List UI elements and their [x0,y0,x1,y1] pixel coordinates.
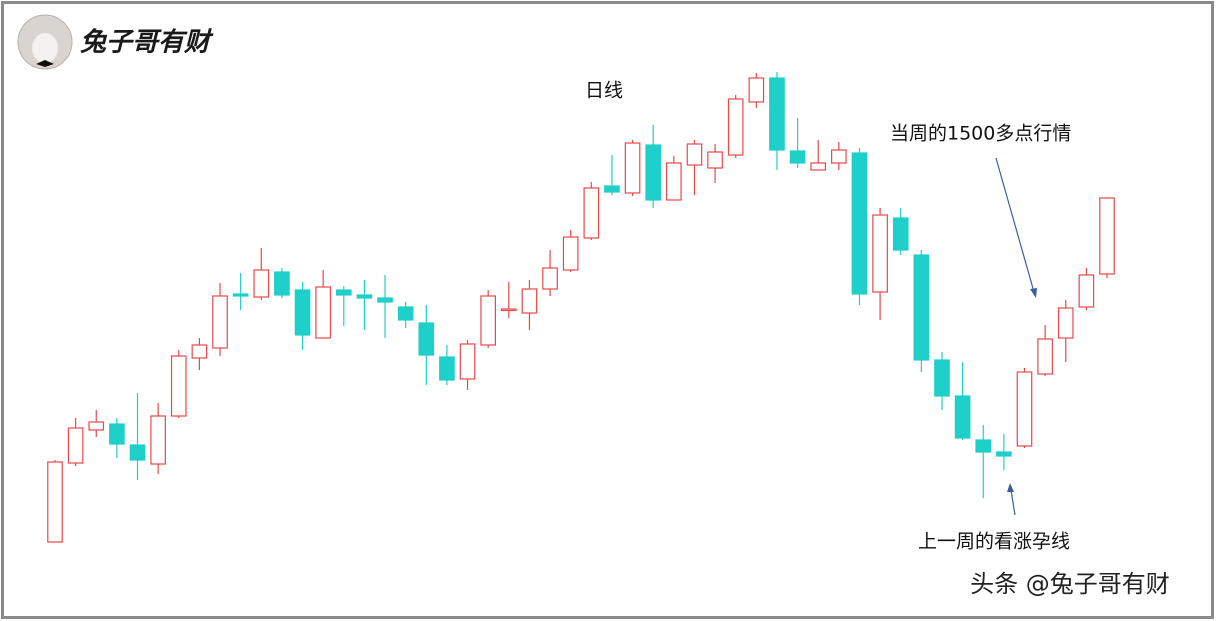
candle-up [1099,197,1115,275]
candle-up [521,288,538,314]
candle-down [604,185,620,193]
candle-up [1078,274,1095,308]
arrowhead [1007,483,1014,492]
candle-down [335,289,352,296]
candle-down [397,306,414,321]
candle-up [67,427,84,464]
candle-up [583,187,600,239]
candle-up [500,308,517,312]
candle-up [707,151,723,169]
logo-text: 兔子哥有财 [80,28,214,58]
candle-up [1037,338,1053,375]
arrow [995,157,1035,293]
candle-down [789,150,806,164]
candle-up [315,286,331,339]
candle-up [562,236,579,271]
candle-up [170,355,187,417]
candle-up [872,214,888,293]
candle-up [459,343,476,380]
candle-up [727,98,744,156]
candle-down [418,322,435,356]
candle-down [769,77,785,151]
watermark: 头条 @兔子哥有财 [970,570,1170,598]
candle-down [892,217,909,251]
arrow [1010,489,1016,516]
candle-down [377,297,393,303]
logo-bowtie [36,60,54,67]
candle-up [47,461,63,543]
candle-up [150,415,166,465]
candle-down [109,423,125,445]
candle-up [88,421,105,431]
candle-up [480,295,496,346]
candle-down [356,294,373,299]
annotation: 日线 [585,80,623,102]
candle-up [748,77,765,103]
candle-up [666,162,682,201]
candle-down [129,444,146,461]
arrowhead [1030,288,1037,298]
candle-down [975,439,992,453]
candle-down [913,254,930,361]
candle-up [831,149,847,164]
logo-rabbit [32,33,58,63]
annotation: 上一周的看涨孕线 [918,531,1070,553]
candle-down [851,152,868,295]
candle-up [686,143,703,166]
candle-up [1057,307,1074,339]
candle-up [212,295,228,349]
candle-down [996,451,1012,457]
candle-down [439,356,455,381]
candle-down [294,289,311,336]
candle-down [645,144,662,201]
candle-down [274,271,290,296]
candle-up [191,344,208,359]
candle-down [934,359,950,397]
annotation: 当周的1500多点行情 [890,123,1071,145]
candle-up [810,162,827,171]
candle-up [253,269,270,298]
candle-up [624,142,641,194]
candle-up [1016,371,1033,447]
candle-down [954,395,971,439]
candle-up [542,267,558,290]
candle-down [232,293,249,297]
